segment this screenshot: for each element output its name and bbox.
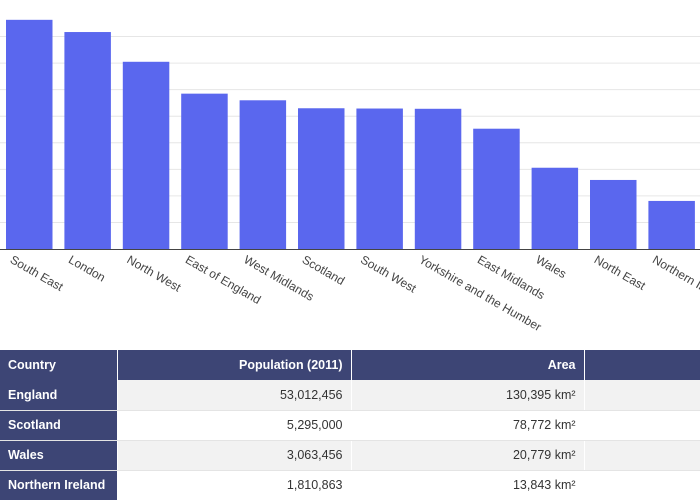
cell-area: 78,772 km² <box>351 410 585 441</box>
population-table: Country Population (2011) Area England 5… <box>0 350 700 500</box>
bar <box>6 19 53 249</box>
cell-area: 130,395 km² <box>351 380 585 411</box>
bars <box>6 19 695 250</box>
bar <box>648 200 695 249</box>
header-area: Area <box>351 350 585 380</box>
cell-population: 1,810,863 <box>117 470 352 500</box>
cell-area: 13,843 km² <box>351 470 585 500</box>
x-tick-label: Scotland <box>300 252 347 287</box>
cell-blank <box>584 440 700 471</box>
table-row: Northern Ireland 1,810,863 13,843 km² <box>0 470 700 500</box>
x-tick-label: South East <box>8 252 66 294</box>
table-row: England 53,012,456 130,395 km² <box>0 380 700 411</box>
x-tick-label: North East <box>592 252 649 293</box>
cell-population: 3,063,456 <box>117 440 352 471</box>
x-tick-label: Wales <box>533 252 568 281</box>
bar <box>181 93 228 250</box>
bar <box>122 61 170 250</box>
x-tick-labels: South East London North West East of Englan… <box>8 252 700 334</box>
cell-country: England <box>0 380 118 411</box>
cell-country: Northern Ireland <box>0 470 118 500</box>
table-row: Wales 3,063,456 20,779 km² <box>0 440 700 471</box>
cell-population: 5,295,000 <box>117 410 352 441</box>
cell-country: Wales <box>0 440 118 471</box>
header-country: Country <box>0 350 118 380</box>
cell-blank <box>584 470 700 500</box>
bar <box>414 108 462 249</box>
bar <box>64 32 111 250</box>
header-population: Population (2011) <box>117 350 352 380</box>
cell-blank <box>584 380 700 411</box>
x-tick-label: Northern Ireland <box>650 252 700 307</box>
bar <box>473 128 520 249</box>
cell-country: Scotland <box>0 410 118 441</box>
cell-blank <box>584 410 700 441</box>
bar <box>531 167 579 249</box>
bar <box>239 100 287 250</box>
bar-chart: South East London North West East of Englan… <box>0 19 700 334</box>
bar <box>298 108 345 249</box>
cell-area: 20,779 km² <box>351 440 585 471</box>
cell-population: 53,012,456 <box>117 380 352 411</box>
x-tick-label: North West <box>125 252 184 294</box>
bar <box>590 179 637 249</box>
x-tick-label: South West <box>358 252 419 295</box>
x-tick-label: London <box>66 252 108 284</box>
table-header-row: Country Population (2011) Area <box>0 350 700 380</box>
population-table-container: Country Population (2011) Area England 5… <box>0 350 700 500</box>
header-blank <box>584 350 700 380</box>
grid-lines <box>0 36 700 223</box>
table-row: Scotland 5,295,000 78,772 km² <box>0 410 700 441</box>
bar <box>356 108 403 249</box>
